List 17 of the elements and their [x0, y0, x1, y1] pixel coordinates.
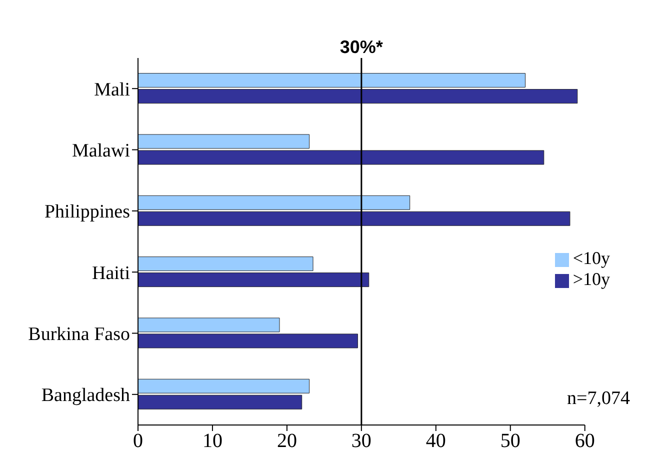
- x-tick-label: 10: [202, 430, 222, 452]
- legend-label: >10y: [572, 269, 610, 289]
- x-tick-label: 50: [500, 430, 520, 452]
- x-tick-label: 20: [276, 430, 297, 452]
- y-tick-label: Philippines: [44, 202, 130, 223]
- x-tick-label: 30: [351, 430, 372, 452]
- y-tick-label: Mali: [94, 79, 130, 100]
- legend-label: <10y: [572, 248, 610, 268]
- y-tick-label: Haiti: [92, 262, 130, 284]
- y-tick-label: Malawi: [72, 140, 130, 162]
- x-tick-label: 0: [133, 430, 143, 452]
- y-tick-label: Bangladesh: [41, 385, 130, 406]
- x-tick-label: 60: [574, 430, 595, 452]
- annotation: n=7,074: [567, 388, 630, 410]
- y-tick-label: Burkina Faso: [28, 324, 130, 345]
- x-tick-label: 40: [426, 430, 446, 452]
- ref-line-label: 30%*: [340, 37, 383, 57]
